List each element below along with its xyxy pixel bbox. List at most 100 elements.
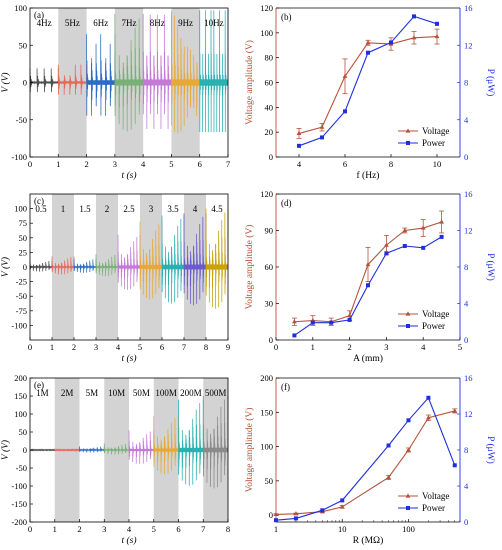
signal-4	[183, 213, 207, 306]
signal-500M	[202, 395, 229, 489]
legend-marker	[406, 141, 410, 145]
segment-label: 1.5	[79, 204, 91, 214]
y-tick-label: 100	[14, 409, 27, 419]
y-tick-label: 120	[260, 3, 273, 13]
data-point-voltage	[425, 415, 431, 420]
data-point-power	[384, 251, 389, 256]
x-tick-label: 10	[433, 159, 442, 169]
y2-tick-label: 8	[464, 445, 468, 455]
signal-3	[139, 221, 163, 300]
legend-marker	[406, 324, 410, 328]
series-line-power	[275, 396, 456, 521]
y-tick-label: 100	[260, 442, 273, 452]
y-tick-label: 50	[265, 476, 274, 486]
data-point-voltage	[406, 447, 411, 452]
y2-tick-label: 16	[464, 189, 473, 199]
x-tick-label: 9	[226, 342, 230, 352]
signal-200M	[178, 399, 204, 486]
signal-2	[95, 254, 119, 277]
y-axis-label: Voltage amplitude (V)	[244, 408, 255, 493]
segment-label: 10M	[108, 388, 125, 398]
y2-tick-label: 4	[464, 481, 469, 491]
panel-label: (a)	[34, 10, 44, 20]
segment-label: 100M	[155, 388, 177, 398]
x-tick-label: 6	[198, 159, 202, 169]
signal-4Hz	[29, 68, 59, 93]
y2-axis-label: P (μW)	[485, 253, 496, 281]
y-tick-label: 20	[265, 127, 274, 137]
data-point-power	[347, 317, 352, 322]
signal-5M	[79, 446, 105, 453]
segment-label: 5M	[86, 388, 99, 398]
x-tick-label: 7	[182, 342, 186, 352]
x-axis-label: t (s)	[121, 353, 136, 364]
signal-0.5	[29, 260, 53, 272]
y-tick-label: 0	[23, 445, 27, 455]
panel-label: (d)	[281, 198, 292, 208]
x-tick-label: 0	[274, 342, 278, 352]
legend-label: Voltage	[422, 491, 449, 501]
panel-label: (b)	[281, 12, 292, 22]
segment-label: 10Hz	[204, 18, 224, 28]
signal-7Hz	[114, 13, 144, 132]
data-point-power	[329, 320, 334, 325]
data-point-power	[406, 418, 411, 423]
y-tick-label: 150	[14, 391, 27, 401]
y-tick-label: 80	[265, 53, 274, 63]
x-tick-label: 1	[274, 524, 278, 534]
data-point-voltage	[411, 35, 417, 40]
y-tick-label: -50	[16, 291, 27, 301]
y2-tick-label: 16	[464, 3, 473, 13]
data-point-voltage	[386, 474, 391, 480]
signal-10Hz	[199, 10, 229, 133]
y-tick-label: -150	[11, 499, 27, 509]
y-tick-label: 90	[265, 226, 274, 236]
panel-a: 4Hz 5Hz 6Hz 7Hz 8Hz 9Hz 10Hz 0 1 2 3 4 5 6 7 -100 -50 0 50…	[0, 3, 230, 181]
signal-1M	[29, 448, 56, 452]
x-tick-label: 10	[338, 524, 347, 534]
segment-label: 50M	[133, 388, 150, 398]
data-point-power	[293, 516, 298, 521]
data-point-voltage	[296, 130, 302, 136]
segment-label: 200M	[180, 388, 202, 398]
data-point-voltage	[439, 219, 444, 224]
y-tick-label: 75	[19, 218, 28, 228]
signal-6Hz	[86, 34, 116, 116]
y2-tick-label: 0	[464, 152, 468, 162]
x-tick-label: 7	[201, 524, 205, 534]
y2-axis-label: P (μW)	[485, 69, 496, 97]
x-tick-label: 2	[72, 342, 76, 352]
x-tick-label: 5	[152, 524, 156, 534]
y-tick-label: 120	[260, 189, 273, 199]
data-point-voltage	[384, 242, 389, 247]
x-axis-label: A (mm)	[353, 353, 383, 364]
y-tick-label: 25	[19, 247, 28, 257]
legend-marker	[406, 506, 410, 510]
data-point-power	[402, 244, 407, 249]
x-tick-label: 7	[226, 159, 230, 169]
panel-c: 0.5 1 1.5 2 2.5 3 3.5 4 4.5 0 1 2 3 4 5 6 7 8 9 -100 -75 -50 -…	[0, 193, 230, 364]
y-tick-label: -100	[11, 481, 27, 491]
data-point-voltage	[402, 227, 408, 233]
x-tick-label: 3	[94, 342, 98, 352]
y-tick-label: -50	[16, 463, 27, 473]
x-tick-label: 5	[458, 342, 462, 352]
y-tick-label: -100	[11, 320, 27, 330]
segment-label: 3.5	[167, 204, 179, 214]
y-tick-label: 100	[260, 28, 273, 38]
x-tick-label: 5	[169, 159, 173, 169]
data-point-power	[310, 320, 315, 325]
signal-10M	[103, 443, 130, 455]
signal-100M	[153, 415, 179, 475]
data-point-power	[421, 245, 426, 250]
data-point-voltage	[292, 319, 297, 324]
x-axis-label: t (s)	[121, 535, 136, 546]
segment-label: 4Hz	[37, 18, 52, 28]
y2-tick-label: 4	[464, 115, 469, 125]
series-line-voltage	[275, 410, 455, 516]
x-tick-label: 4	[421, 342, 426, 352]
segment-label: 4	[193, 204, 198, 214]
y-axis-label: V (V)	[0, 72, 11, 92]
y-tick-label: 50	[19, 427, 28, 437]
